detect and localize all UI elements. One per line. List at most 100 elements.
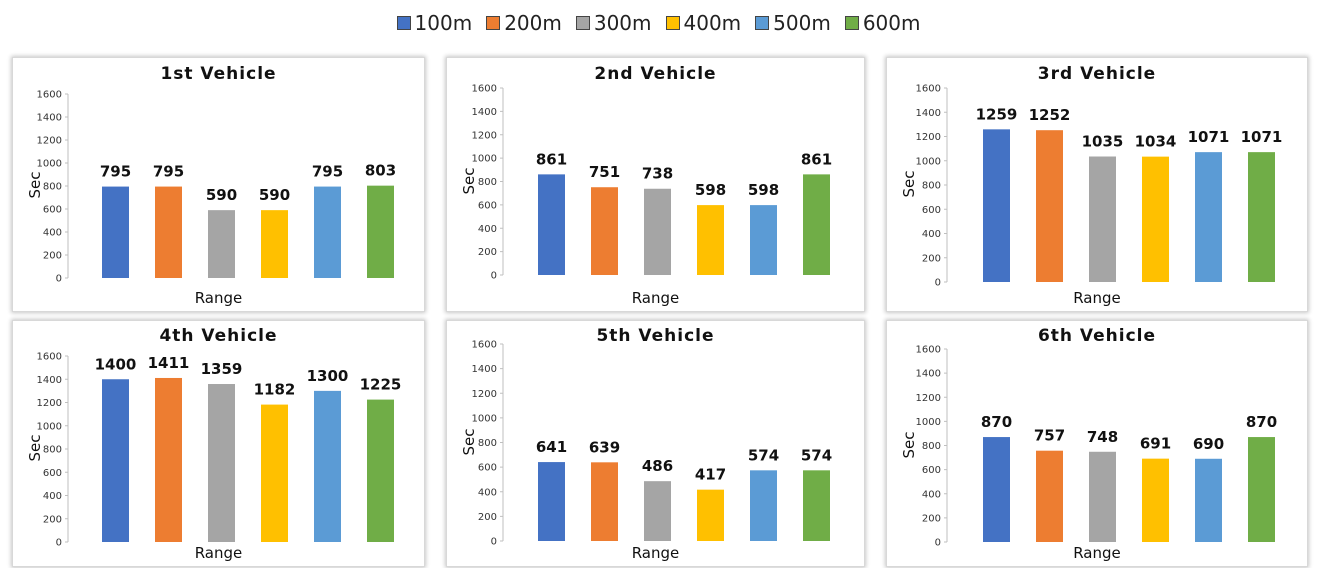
bar [367, 185, 394, 278]
bar [1248, 437, 1275, 542]
x-axis-label: Range [631, 544, 680, 562]
y-tick-label: 1200 [472, 130, 497, 141]
y-tick-label: 800 [43, 182, 62, 193]
data-label: 861 [536, 150, 567, 168]
y-tick-label: 400 [922, 489, 941, 500]
y-tick-label: 200 [922, 253, 941, 264]
legend-item: 500m [755, 11, 831, 35]
data-label: 574 [748, 446, 779, 464]
bar [983, 129, 1010, 282]
bar [1248, 152, 1275, 282]
y-tick-label: 1600 [916, 345, 941, 356]
y-tick-label: 600 [43, 468, 62, 479]
bar [1089, 156, 1116, 282]
legend-label: 500m [773, 11, 831, 35]
data-label: 641 [536, 438, 567, 456]
y-tick-label: 400 [478, 224, 497, 235]
bar [750, 205, 777, 275]
data-label: 690 [1193, 435, 1224, 453]
y-tick-label: 1600 [472, 84, 497, 95]
legend-label: 100m [414, 11, 473, 35]
chart-title: 1st Vehicle [160, 64, 277, 84]
bar [644, 481, 671, 541]
y-tick-label: 1000 [916, 417, 941, 428]
bar [1142, 458, 1169, 542]
data-label: 870 [981, 413, 1012, 431]
chart-panel: 4th Vehicle Range Sec 0 200 400 600 800 1000 1200… [12, 320, 425, 567]
y-tick-label: 0 [56, 538, 62, 549]
bar [697, 205, 724, 275]
y-tick-label: 1400 [916, 369, 941, 380]
bar [1036, 450, 1063, 542]
data-label: 1071 [1241, 128, 1283, 146]
x-axis-label: Range [194, 289, 243, 307]
bar [803, 174, 830, 275]
chart-title: 2nd Vehicle [594, 64, 717, 84]
data-label: 598 [695, 181, 726, 199]
chart-title: 6th Vehicle [1037, 326, 1157, 346]
bar [102, 186, 129, 278]
bar [591, 462, 618, 541]
bar [367, 399, 394, 542]
data-label: 1252 [1029, 106, 1071, 124]
legend-label: 200m [504, 11, 562, 35]
data-label: 1225 [360, 376, 402, 394]
bar [208, 384, 235, 542]
legend-swatch [844, 16, 859, 30]
bar [803, 470, 830, 541]
x-axis-label: Range [194, 544, 243, 562]
y-tick-label: 200 [43, 251, 62, 262]
y-tick-label: 600 [922, 205, 941, 216]
y-tick-label: 1600 [37, 352, 62, 363]
bar [314, 186, 341, 278]
legend-item: 400m [665, 11, 741, 35]
bar-chart-svg: 0 200 400 600 800 1000 1200 1400 1600 641 639 486 41… [472, 340, 833, 548]
chart-panel: 5th Vehicle Range Sec 0 200 400 600 800 1000 1200… [446, 320, 865, 567]
bar-chart-svg: 0 200 400 600 800 1000 1200 1400 1600 861 751 738 59… [472, 84, 833, 282]
data-label: 748 [1087, 428, 1118, 446]
bar [538, 462, 565, 541]
legend-label: 600m [862, 11, 921, 35]
y-tick-label: 200 [43, 514, 62, 525]
y-tick-label: 1600 [916, 84, 941, 95]
data-label: 870 [1246, 413, 1277, 431]
bar [155, 377, 182, 542]
data-label: 803 [365, 162, 396, 180]
y-tick-label: 1600 [472, 340, 497, 351]
legend-item: 200m [486, 11, 562, 35]
y-tick-label: 800 [43, 445, 62, 456]
y-tick-label: 800 [922, 441, 941, 452]
bar [591, 187, 618, 275]
bar [1142, 156, 1169, 282]
data-label: 1182 [254, 381, 296, 399]
data-label: 795 [100, 163, 131, 181]
y-tick-label: 600 [478, 200, 497, 211]
y-tick-label: 1600 [37, 90, 62, 101]
bar [208, 210, 235, 278]
bar [644, 188, 671, 275]
y-tick-label: 1200 [916, 132, 941, 143]
data-label: 598 [748, 181, 779, 199]
data-label: 795 [153, 163, 184, 181]
data-label: 738 [642, 165, 673, 183]
bar-chart-svg: 0 200 400 600 800 1000 1200 1400 1600 795 795 590 59… [37, 90, 397, 285]
bar [1036, 130, 1063, 282]
y-tick-label: 1200 [472, 389, 497, 400]
y-tick-label: 600 [43, 205, 62, 216]
bar [983, 437, 1010, 542]
y-tick-label: 1200 [37, 136, 62, 147]
y-tick-label: 200 [922, 513, 941, 524]
data-label: 795 [312, 163, 343, 181]
y-tick-label: 800 [922, 181, 941, 192]
chart-panel: 2nd Vehicle Range Sec 0 200 400 600 800 1000 1200… [446, 57, 865, 312]
y-tick-label: 200 [478, 247, 497, 258]
chart-panel: 1st Vehicle Range Sec 0 200 400 600 800 1000 1200… [12, 57, 425, 312]
data-label: 1259 [976, 105, 1018, 123]
y-tick-label: 600 [922, 465, 941, 476]
y-tick-label: 1000 [472, 154, 497, 165]
y-tick-label: 400 [922, 229, 941, 240]
data-label: 1359 [201, 360, 243, 378]
y-tick-label: 1000 [37, 159, 62, 170]
chart-panel: 3rd Vehicle Range Sec 0 200 400 600 800 1000 1200… [886, 57, 1308, 312]
y-tick-label: 1400 [472, 107, 497, 118]
